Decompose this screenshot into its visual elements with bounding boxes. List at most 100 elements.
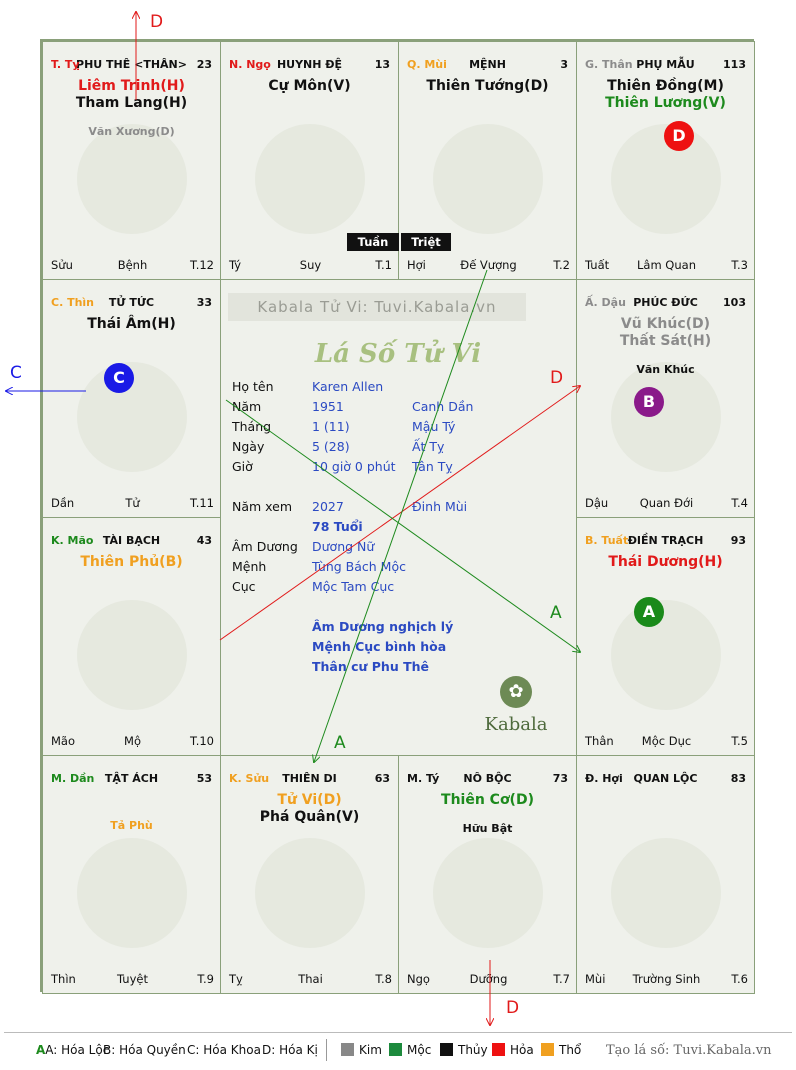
- info-value-2: Tân Tỵ: [412, 459, 453, 474]
- info-value: Karen Allen: [312, 379, 384, 394]
- palace-foot-stage: Suy: [299, 258, 322, 272]
- palace-tuat[interactable]: ĐIỀN TRẠCH B. Tuất 93 Thái Dương(H) Thân Mộc …: [576, 517, 755, 756]
- palace-can-chi: K. Sửu: [229, 772, 270, 785]
- info-label: Năm: [232, 399, 262, 414]
- hoa-swatch: [492, 1043, 505, 1056]
- palace-foot-month: T.11: [190, 496, 214, 510]
- palace-hoi[interactable]: QUAN LỘC Đ. Hợi 83 Mùi Trường Sinh T.6: [576, 755, 755, 994]
- palace-tyx[interactable]: NÔ BỘC M. Tý 73 Thiên Cơ(D) Hữu Bật Ngọ Dưỡng T…: [398, 755, 577, 994]
- arrow-label-a-bottom: A: [334, 733, 346, 753]
- palace-foot-branch: Tuất: [585, 258, 610, 272]
- info-value-2: Canh Dần: [412, 399, 474, 414]
- star-list: Thái Dương(H): [577, 554, 754, 571]
- palace-age: 73: [552, 772, 568, 785]
- legend: AA: Hóa Lộc B: Hóa Quyền C: Hóa Khoa D: …: [0, 1039, 796, 1061]
- palace-foot-branch: Mão: [51, 734, 76, 748]
- palace-foot-branch: Hợi: [407, 258, 426, 272]
- legend-thuy: Thủy: [458, 1043, 488, 1057]
- palace-foot-month: T.7: [553, 972, 570, 986]
- info-value: 1 (11): [312, 419, 350, 434]
- palace-can-chi: Q. Mùi: [407, 58, 447, 71]
- legend-kim: Kim: [359, 1043, 382, 1057]
- palace-foot-stage: Thai: [298, 972, 323, 986]
- palace-can-chi: K. Mão: [51, 534, 94, 547]
- chart-note: Thân cư Phu Thê: [312, 659, 429, 674]
- star-list: Vũ Khúc(D) Thất Sát(H) Văn Khúc: [577, 316, 754, 378]
- palace-name: HUYNH ĐỆ: [276, 58, 343, 71]
- star-list: Thái Âm(H): [43, 316, 220, 333]
- star-name: Thiên Tướng(D): [426, 78, 549, 94]
- star-list: Thiên Phủ(B): [43, 554, 220, 571]
- palace-foot-month: T.5: [731, 734, 748, 748]
- zodiac-art: [432, 838, 543, 949]
- zodiac-art: [76, 838, 187, 949]
- star-name: Tham Lang(H): [75, 95, 188, 111]
- arrow-label-d-mid: D: [550, 368, 564, 388]
- legend-hoa-khoa: C: Hóa Khoa: [187, 1043, 261, 1057]
- chart-title: Lá Số Tử Vi: [314, 339, 482, 369]
- palace-can-chi: B. Tuất: [585, 534, 629, 547]
- star-name: Hữu Bật: [462, 822, 513, 835]
- chart-note: Mệnh Cục bình hòa: [312, 639, 447, 654]
- star-name: Liêm Trinh(H): [78, 78, 185, 94]
- palace-age: 33: [196, 296, 212, 309]
- legend-moc: Mộc: [407, 1043, 432, 1057]
- palace-name: NÔ BỘC: [463, 772, 512, 785]
- palace-ngo[interactable]: HUYNH ĐỆ N. Ngọ 13 Cự Môn(V) Tý Suy T.1: [220, 41, 399, 280]
- palace-foot-branch: Dậu: [585, 496, 609, 510]
- info-value-2: Ất Tỵ: [412, 439, 445, 454]
- palace-name: TẬT ÁCH: [104, 772, 159, 785]
- palace-foot-stage: Tử: [125, 496, 140, 510]
- hoa-badge-a: A: [634, 597, 664, 627]
- star-name: Thiên Lương(V): [605, 95, 726, 111]
- kabala-logo-text: Kabala: [484, 714, 548, 735]
- hoa-badge-c: C: [104, 363, 134, 393]
- palace-can-chi: M. Tý: [407, 772, 440, 785]
- kabala-logo: ✿ Kabala: [476, 676, 556, 735]
- star-list: Tả Phù: [43, 792, 220, 834]
- info-value: Mộc Tam Cục: [312, 579, 395, 594]
- legend-tho: Thổ: [559, 1043, 582, 1057]
- star-list: Thiên Cơ(D) Hữu Bật: [399, 792, 576, 837]
- palace-mao[interactable]: TÀI BẠCH K. Mão 43 Thiên Phủ(B) Mão Mộ T.10: [42, 517, 221, 756]
- star-list: Thiên Đồng(M) Thiên Lương(V): [577, 78, 754, 112]
- palace-name: TÀI BẠCH: [102, 534, 161, 547]
- star-name: Phá Quân(V): [259, 809, 360, 825]
- arrow-label-c: C: [10, 363, 22, 383]
- palace-than[interactable]: PHỤ MẪU G. Thân 113 Thiên Đồng(M) Thiên Lươn…: [576, 41, 755, 280]
- palace-age: 113: [723, 58, 746, 71]
- palace-name: PHỤ MẪU: [636, 58, 695, 71]
- palace-name: PHU THÊ <THÂN>: [76, 58, 187, 71]
- palace-foot-stage: Dưỡng: [469, 972, 508, 986]
- age-value: 78 Tuổi: [312, 519, 363, 534]
- star-list: Liêm Trinh(H) Tham Lang(H) Văn Xương(D): [43, 78, 220, 140]
- palace-ty[interactable]: PHU THÊ <THÂN> T. Tỵ 23 Liêm Trinh(H) Tham L…: [42, 41, 221, 280]
- star-name: Văn Khúc: [636, 363, 695, 376]
- arrow-label-a-right: A: [550, 603, 562, 623]
- palace-age: 3: [560, 58, 568, 71]
- palace-age: 23: [196, 58, 212, 71]
- hoa-loc-line-bottom: [314, 269, 488, 762]
- arrow-label-d-top: D: [150, 12, 164, 32]
- star-name: Văn Xương(D): [88, 125, 175, 138]
- palace-dan[interactable]: TẬT ÁCH M. Dần 53 Tả Phù Thìn Tuyệt T.9: [42, 755, 221, 994]
- palace-foot-month: T.3: [731, 258, 748, 272]
- palace-age: 63: [374, 772, 390, 785]
- palace-foot-month: T.6: [731, 972, 748, 986]
- zodiac-art: [432, 124, 543, 235]
- legend-hoa-loc: A: Hóa Lộc: [45, 1043, 110, 1057]
- info-label: Tháng: [232, 419, 272, 434]
- info-value: Dương Nữ: [312, 539, 375, 554]
- chart-note: Âm Dương nghịch lý: [312, 619, 454, 634]
- brand-banner: Kabala Tử Vi: Tuvi.Kabala.vn: [228, 293, 526, 321]
- star-name: Thất Sát(H): [619, 333, 712, 349]
- palace-foot-stage: Trường Sinh: [632, 972, 701, 986]
- info-value: Tùng Bách Mộc: [312, 559, 406, 574]
- palace-foot-stage: Mộ: [124, 734, 141, 748]
- palace-dau[interactable]: PHÚC ĐỨC Ấ. Dậu 103 Vũ Khúc(D) Thất Sát(H) Vă…: [576, 279, 755, 518]
- kim-swatch: [341, 1043, 354, 1056]
- palace-foot-month: T.9: [197, 972, 214, 986]
- info-label: Mệnh: [232, 559, 267, 574]
- palace-foot-branch: Mùi: [585, 972, 606, 986]
- palace-foot-stage: Tuyệt: [117, 972, 148, 986]
